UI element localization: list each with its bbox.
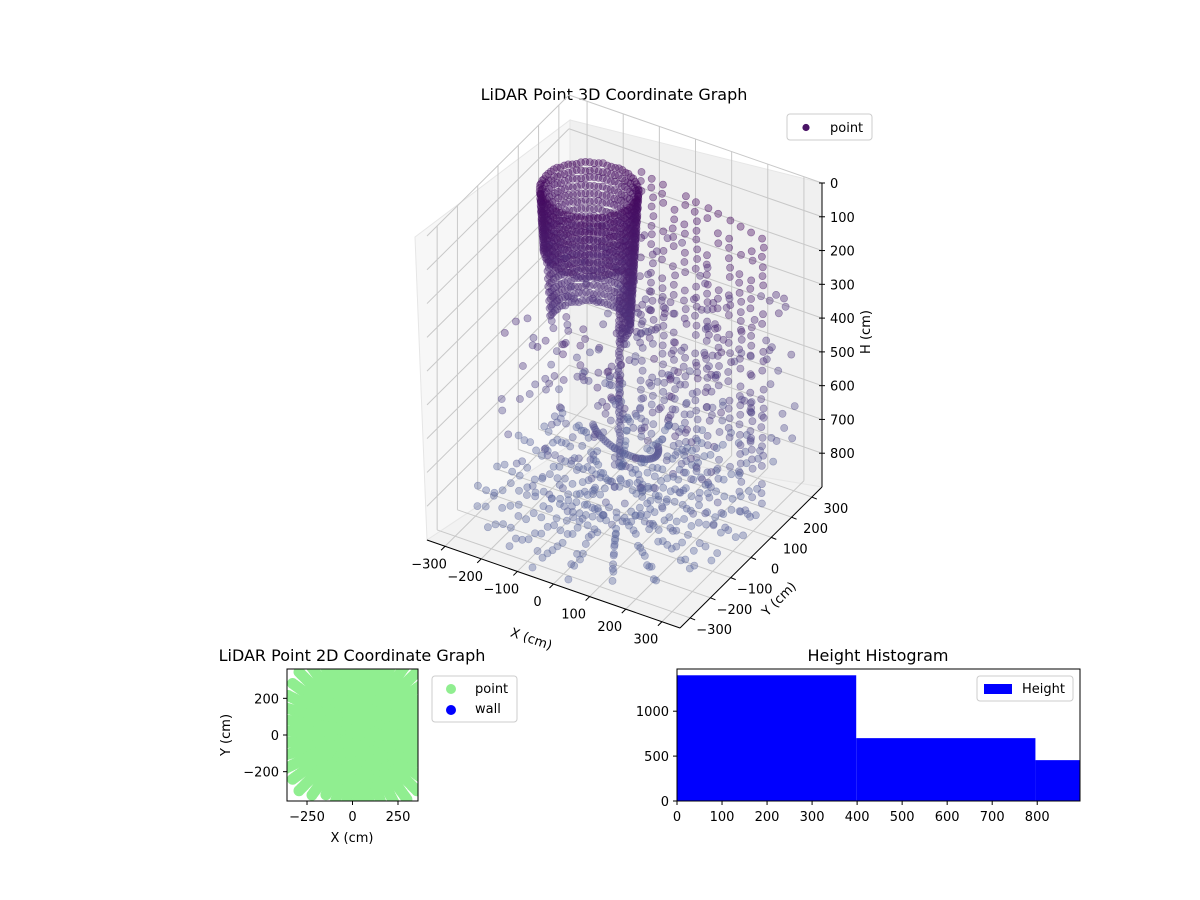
legend-label-height: Height [1022, 682, 1065, 697]
hist-y-tick-label: 0 [661, 795, 669, 810]
y-tick-label: −200 [717, 603, 753, 618]
z-tick-label: 800 [830, 447, 855, 462]
hist-x-tick-label: 300 [800, 810, 825, 825]
x-axis-label-3d: X (cm) [508, 626, 554, 654]
plot-3d: LiDAR Point 3D Coordinate Graph −300−200… [411, 85, 874, 654]
hist-x-tick-label: 200 [755, 810, 780, 825]
x-tick-label: −200 [447, 570, 483, 585]
legend-marker-point [802, 123, 810, 132]
hist-x-tick-label: 400 [845, 810, 870, 825]
histogram-bars [677, 675, 1080, 801]
hist-x-tick-label: 800 [1025, 810, 1050, 825]
legend-patch-height [984, 684, 1012, 694]
y-tick-label-2d: −200 [243, 766, 279, 781]
y-tick-label: −100 [737, 583, 773, 598]
histogram-ticks: 0 100 200 300 400 500 600 700 800 0 500 1000 [636, 705, 1050, 825]
y-tick-label: 100 [783, 542, 808, 557]
legend-label-point: point [830, 121, 863, 136]
histogram-bar [1035, 760, 1080, 801]
plot-2d: LiDAR Point 2D Coordinate Graph −250 0 250… [219, 646, 518, 846]
hist-x-tick-label: 600 [935, 810, 960, 825]
x-tick-label-2d: 0 [348, 810, 356, 825]
y-tick-label-2d: 200 [254, 692, 279, 707]
ticks-2d: −250 0 250 −200 0 200 [243, 692, 410, 825]
x-tick-label-2d: −250 [289, 810, 325, 825]
z-tick-label: 100 [830, 211, 855, 226]
y-axis-label-2d: Y (cm) [219, 714, 234, 757]
y-tick-label: −300 [696, 623, 732, 638]
z-tick-label: 300 [830, 278, 855, 293]
hist-x-tick-label: 500 [890, 810, 915, 825]
legend-marker-wall-2d [446, 705, 456, 715]
histogram-bar [677, 675, 857, 801]
z-tick-label: 700 [830, 413, 855, 428]
legend-histogram: Height [976, 675, 1074, 702]
y-tick-label: 200 [803, 522, 828, 537]
z-tick-label: 0 [830, 177, 838, 192]
x-tick-label: 100 [561, 608, 586, 623]
x-tick-label: −300 [411, 557, 447, 572]
y-tick-label-2d: 0 [271, 729, 279, 744]
z-tick-label: 600 [830, 380, 855, 395]
scatter-points-3d [473, 157, 799, 585]
hist-y-tick-label: 1000 [636, 705, 669, 720]
hist-y-tick-label: 500 [644, 750, 669, 765]
hist-x-tick-label: 700 [980, 810, 1005, 825]
z-tick-label: 400 [830, 312, 855, 327]
hist-x-tick-label: 100 [710, 810, 735, 825]
x-tick-label: −100 [483, 582, 519, 597]
histogram-title: Height Histogram [808, 646, 949, 665]
plot-3d-title: LiDAR Point 3D Coordinate Graph [481, 85, 748, 104]
legend-marker-point-2d [446, 684, 456, 694]
ticks-3d: −300−200−1000100200300−300−200−100010020… [411, 177, 855, 648]
legend-label-point-2d: point [475, 682, 508, 697]
z-tick-label: 500 [830, 346, 855, 361]
x-tick-label: 0 [533, 595, 541, 610]
x-tick-label-2d: 250 [386, 810, 411, 825]
histogram-bar [856, 738, 1036, 801]
histogram-frame [676, 668, 1081, 802]
z-tick-label: 200 [830, 245, 855, 260]
plot-histogram: Height Histogram 0 100 200 300 400 500 600 700 8… [636, 646, 1081, 825]
scatter-points-2d [287, 669, 418, 801]
legend-2d: point wall [431, 675, 518, 723]
z-axis-label-3d: H (cm) [859, 310, 874, 354]
hist-x-tick-label: 0 [673, 810, 681, 825]
plot-2d-title: LiDAR Point 2D Coordinate Graph [219, 646, 486, 665]
x-axis-label-2d: X (cm) [331, 831, 374, 846]
y-tick-label: 0 [771, 563, 779, 578]
x-tick-label: 300 [634, 633, 659, 648]
x-tick-label: 200 [597, 620, 622, 635]
y-tick-label: 300 [823, 502, 848, 517]
legend-label-wall-2d: wall [475, 702, 501, 717]
legend-3d: point [786, 113, 873, 141]
